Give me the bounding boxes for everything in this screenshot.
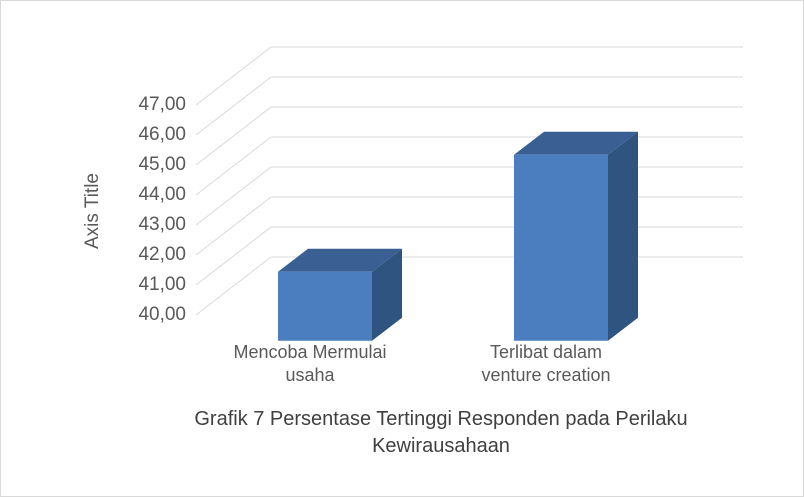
y-tick-label: 41,00 — [138, 274, 186, 295]
y-tick-label: 43,00 — [138, 214, 186, 235]
bar-side — [608, 131, 638, 341]
grid-line — [195, 226, 272, 286]
grid-line — [195, 256, 272, 316]
y-axis-title: Axis Title — [82, 173, 103, 249]
grid-line — [195, 106, 272, 166]
x-tick-label: Terlibat dalam venture creation — [481, 342, 611, 385]
grid-line — [195, 46, 272, 106]
x-tick-label: Mencoba Mermulai usaha — [233, 342, 387, 385]
y-tick-label: 45,00 — [138, 154, 186, 175]
chart-title: Grafik 7 Persentase Tertinggi Responden … — [194, 408, 688, 457]
grid-line — [195, 76, 272, 136]
bar-side — [372, 248, 402, 341]
bar — [278, 271, 372, 341]
bar-top — [278, 248, 402, 272]
grid-line — [195, 136, 272, 196]
bar — [514, 154, 608, 341]
y-tick-label: 42,00 — [138, 244, 186, 265]
y-tick-label: 47,00 — [138, 94, 186, 115]
y-tick-label: 40,00 — [138, 304, 186, 325]
grid-line — [195, 196, 272, 256]
y-tick-label: 44,00 — [138, 184, 186, 205]
grid-line — [195, 166, 272, 226]
bar-top — [514, 131, 638, 155]
y-tick-label: 46,00 — [138, 124, 186, 145]
